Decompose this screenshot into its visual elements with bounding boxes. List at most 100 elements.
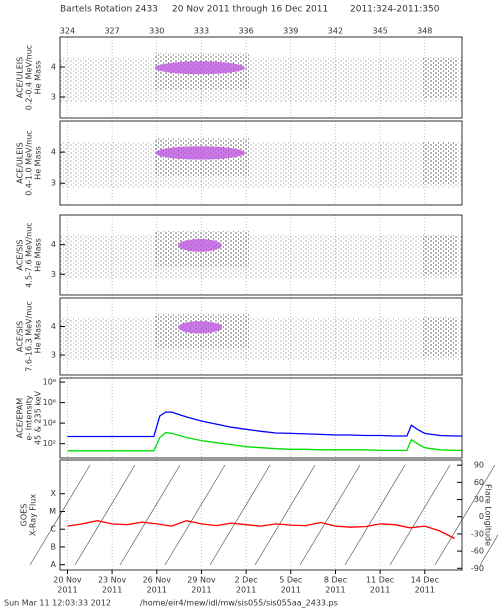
y-axis-label: ACE/EPAM [16,398,25,439]
y-tick-label: X [51,489,57,498]
density-peak [155,146,245,160]
y-axis-label: ACE/SIS [16,239,25,270]
date-label: 14 Dec [411,576,439,585]
y-tick-label: 10⁶ [43,398,56,407]
density-band [60,57,462,102]
y2-axis-label: Flare Longitude [484,484,493,546]
year-label: 2011 [102,586,122,595]
doy-label: 333 [194,27,209,36]
y2-tick-label: 0 [479,512,484,521]
panel-frame [59,120,463,206]
y-axis-label: 45 & 235 keV [34,390,43,445]
density-peak [178,239,222,252]
density-peak [155,61,245,75]
density-band [60,317,462,360]
date-label: 23 Nov [98,576,127,585]
rotation-track [209,464,271,566]
panel-frame [59,297,463,376]
doy-label: 327 [104,27,119,36]
y-axis-label: 0.2-0.4 MeV/nuc [25,45,34,110]
y2-tick-label: -30 [471,529,484,538]
y-tick-label: 10⁸ [43,378,56,387]
y-axis-label: He Mass [34,146,43,180]
y-tick-label: M [49,507,56,516]
y-axis-label: He Mass [34,238,43,272]
y2-tick-label: 90 [474,461,484,470]
y2-tick-label: 60 [474,478,484,487]
y-tick-label: C [50,525,56,534]
doy-label: 336 [238,27,253,36]
y-axis-label: ACE/ULEIS [16,57,25,98]
date-label: 5 Dec [279,576,302,585]
y-tick-label: 4 [51,322,56,331]
year-label: 2011 [325,586,345,595]
series-line [67,411,462,438]
doy-label: 342 [328,27,343,36]
date-label: 20 Nov [53,576,82,585]
year-label: 2011 [415,586,435,595]
y2-tick-label: 30 [474,495,484,504]
doy-label: 330 [149,27,164,36]
density-late [422,142,457,184]
rotation-track [299,464,361,566]
doy-label: 324 [60,27,75,36]
date-label: 11 Dec [366,576,394,585]
year-label: 2011 [281,586,301,595]
y-axis-label: e- Intensity [25,395,34,440]
rotation-track [344,464,406,566]
density-band [60,142,462,189]
panel-frame [59,459,463,571]
y-tick-label: 4 [51,63,56,72]
series-line [67,520,455,540]
y-axis-label: He Mass [34,320,43,354]
date-label: 8 Dec [324,576,347,585]
y-axis-label: ACE/SIS [16,321,25,352]
title-range: 20 Nov 2011 through 16 Dec 2011 [172,5,328,15]
doy-label: 345 [372,27,387,36]
year-label: 2011 [370,586,390,595]
year-label: 2011 [147,586,167,595]
y2-tick-label: -90 [471,564,484,573]
rotation-track [389,464,451,566]
y-axis-label: ACE/ULEIS [16,142,25,183]
density-late [422,317,457,356]
y-tick-label: B [51,542,57,551]
doy-label: 339 [283,27,298,36]
rotation-track [74,464,136,566]
rotation-track [119,464,181,566]
y-axis-label: GOES [20,504,29,527]
y-axis-label: 0.4-1.0 MeV/nuc [25,130,34,195]
panel-frame [59,36,463,119]
date-label: 29 Nov [187,576,216,585]
date-label: 26 Nov [143,576,172,585]
y-tick-label: 3 [51,351,56,360]
y-tick-label: A [51,560,57,569]
doy-label: 348 [417,27,432,36]
y-tick-label: 3 [51,93,56,102]
y-axis-label: He Mass [34,61,43,95]
y-tick-label: 10² [43,439,56,448]
y-tick-label: 4 [51,148,56,157]
y-axis-label: 7.6-16.3 MeV/nuc [25,301,34,372]
panel-frame [59,214,463,296]
year-label: 2011 [57,586,77,595]
footer-date: Sun Mar 11 12:03:33 2012 [4,599,111,608]
rotation-track [434,464,496,566]
y-axis-label: X-Ray Flux [29,494,38,536]
y-tick-label: 10⁴ [43,419,56,428]
density-band [60,235,462,279]
rotation-track [254,464,316,566]
year-label: 2011 [191,586,211,595]
y-tick-label: 4 [51,240,56,249]
title-doy: 2011:324-2011:350 [350,5,440,15]
series-line [67,431,462,452]
y2-tick-label: -60 [471,547,484,556]
y-tick-label: 3 [51,179,56,188]
rotation-track [479,534,498,566]
density-late [422,57,457,98]
year-label: 2011 [236,586,256,595]
y-tick-label: 3 [51,270,56,279]
rotation-track [164,464,226,566]
footer-path: /home/eir4/mew/idl/mw/sis055/sis055aa_24… [140,599,338,608]
